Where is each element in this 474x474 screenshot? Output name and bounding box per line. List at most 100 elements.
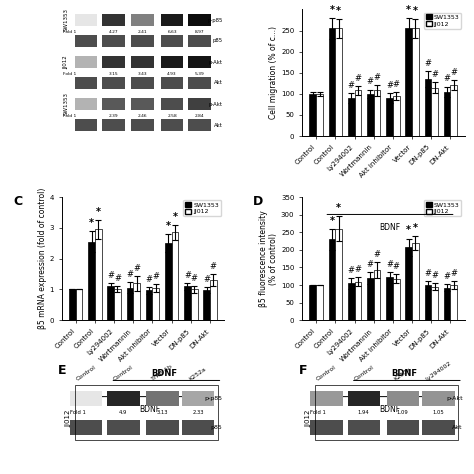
- Text: 5.39: 5.39: [195, 72, 205, 76]
- FancyBboxPatch shape: [131, 14, 154, 26]
- Bar: [184, 286, 191, 320]
- Bar: [405, 247, 412, 320]
- FancyBboxPatch shape: [102, 35, 125, 46]
- Bar: [127, 288, 133, 320]
- Text: 2.46: 2.46: [138, 114, 148, 118]
- FancyBboxPatch shape: [74, 99, 97, 110]
- Text: #: #: [203, 275, 210, 284]
- Text: Control: Control: [75, 365, 97, 382]
- Bar: [335, 229, 342, 320]
- Text: p-p85: p-p85: [207, 18, 222, 23]
- Text: #: #: [347, 81, 355, 90]
- Text: *: *: [336, 203, 341, 213]
- FancyBboxPatch shape: [102, 56, 125, 68]
- Text: *: *: [406, 5, 411, 15]
- Bar: [412, 243, 419, 320]
- Bar: [386, 277, 393, 320]
- Text: p-Akt: p-Akt: [446, 396, 463, 401]
- Text: *: *: [329, 216, 335, 226]
- Text: #: #: [146, 274, 153, 283]
- Text: BDNF: BDNF: [392, 369, 418, 378]
- FancyBboxPatch shape: [188, 56, 211, 68]
- Bar: [450, 85, 457, 136]
- Text: #: #: [450, 68, 457, 77]
- FancyBboxPatch shape: [310, 391, 343, 406]
- FancyBboxPatch shape: [188, 77, 211, 89]
- Bar: [374, 91, 381, 136]
- FancyBboxPatch shape: [161, 99, 183, 110]
- Bar: [203, 291, 210, 320]
- Text: #: #: [386, 260, 393, 269]
- FancyBboxPatch shape: [146, 391, 179, 406]
- Text: Fold 1: Fold 1: [63, 114, 76, 118]
- FancyBboxPatch shape: [188, 14, 211, 26]
- FancyBboxPatch shape: [107, 420, 140, 436]
- Text: Control: Control: [112, 365, 134, 382]
- Text: 2.33: 2.33: [192, 410, 204, 415]
- Text: K252a: K252a: [189, 366, 208, 382]
- Text: #: #: [347, 266, 355, 275]
- Bar: [328, 28, 335, 136]
- Text: JJ012: JJ012: [65, 410, 71, 428]
- Y-axis label: β5 mRNA expression (fold of control): β5 mRNA expression (fold of control): [38, 188, 47, 329]
- Text: 4.27: 4.27: [109, 30, 118, 34]
- Bar: [393, 279, 400, 320]
- Bar: [444, 288, 450, 320]
- Bar: [425, 79, 431, 136]
- Bar: [431, 88, 438, 136]
- Text: *: *: [89, 218, 94, 228]
- Text: Akt: Akt: [452, 425, 463, 430]
- Text: 6.63: 6.63: [167, 30, 177, 34]
- Text: TrkB Ab: TrkB Ab: [151, 365, 173, 382]
- FancyBboxPatch shape: [422, 391, 455, 406]
- FancyBboxPatch shape: [188, 35, 211, 46]
- FancyBboxPatch shape: [422, 420, 455, 436]
- Text: 3.15: 3.15: [109, 72, 118, 76]
- Text: #: #: [431, 271, 438, 280]
- Y-axis label: β5 fluorescence intensity
(% of control): β5 fluorescence intensity (% of control): [259, 210, 278, 307]
- FancyBboxPatch shape: [146, 420, 179, 436]
- Text: 8.97: 8.97: [195, 30, 204, 34]
- Bar: [95, 229, 101, 320]
- Bar: [431, 287, 438, 320]
- Text: #: #: [374, 73, 381, 82]
- Bar: [328, 239, 335, 320]
- Bar: [172, 232, 178, 320]
- Text: 1.05: 1.05: [433, 410, 445, 415]
- FancyBboxPatch shape: [107, 391, 140, 406]
- FancyBboxPatch shape: [74, 56, 97, 68]
- FancyBboxPatch shape: [131, 77, 154, 89]
- Y-axis label: Cell migration (% of c...): Cell migration (% of c...): [269, 26, 278, 119]
- Text: p-Akt: p-Akt: [209, 102, 222, 107]
- Text: *: *: [336, 6, 341, 16]
- Bar: [165, 243, 172, 320]
- Legend: SW1353, JJ012: SW1353, JJ012: [424, 200, 461, 216]
- Text: #: #: [367, 260, 374, 269]
- Bar: [114, 289, 121, 320]
- Text: D: D: [253, 195, 264, 208]
- Text: p85: p85: [211, 425, 222, 430]
- Text: 4.9: 4.9: [119, 410, 128, 415]
- Text: #: #: [424, 59, 431, 68]
- Text: #: #: [355, 265, 361, 274]
- Text: *: *: [413, 6, 418, 16]
- Text: Fold 1: Fold 1: [310, 410, 326, 415]
- Text: 2.84: 2.84: [195, 114, 204, 118]
- Text: Control: Control: [316, 365, 337, 382]
- Text: #: #: [127, 270, 133, 279]
- Text: 2.58: 2.58: [167, 114, 177, 118]
- Text: *: *: [166, 221, 171, 231]
- FancyBboxPatch shape: [102, 77, 125, 89]
- FancyBboxPatch shape: [74, 77, 97, 89]
- Text: Fold 1: Fold 1: [63, 30, 76, 34]
- Bar: [335, 28, 342, 136]
- Bar: [450, 285, 457, 320]
- FancyBboxPatch shape: [182, 420, 214, 436]
- Text: SW1353: SW1353: [63, 8, 68, 31]
- Bar: [386, 98, 393, 136]
- Bar: [316, 94, 323, 136]
- Text: SW1353: SW1353: [63, 92, 68, 116]
- Text: #: #: [393, 80, 400, 89]
- Bar: [367, 278, 374, 320]
- Text: *: *: [413, 223, 418, 233]
